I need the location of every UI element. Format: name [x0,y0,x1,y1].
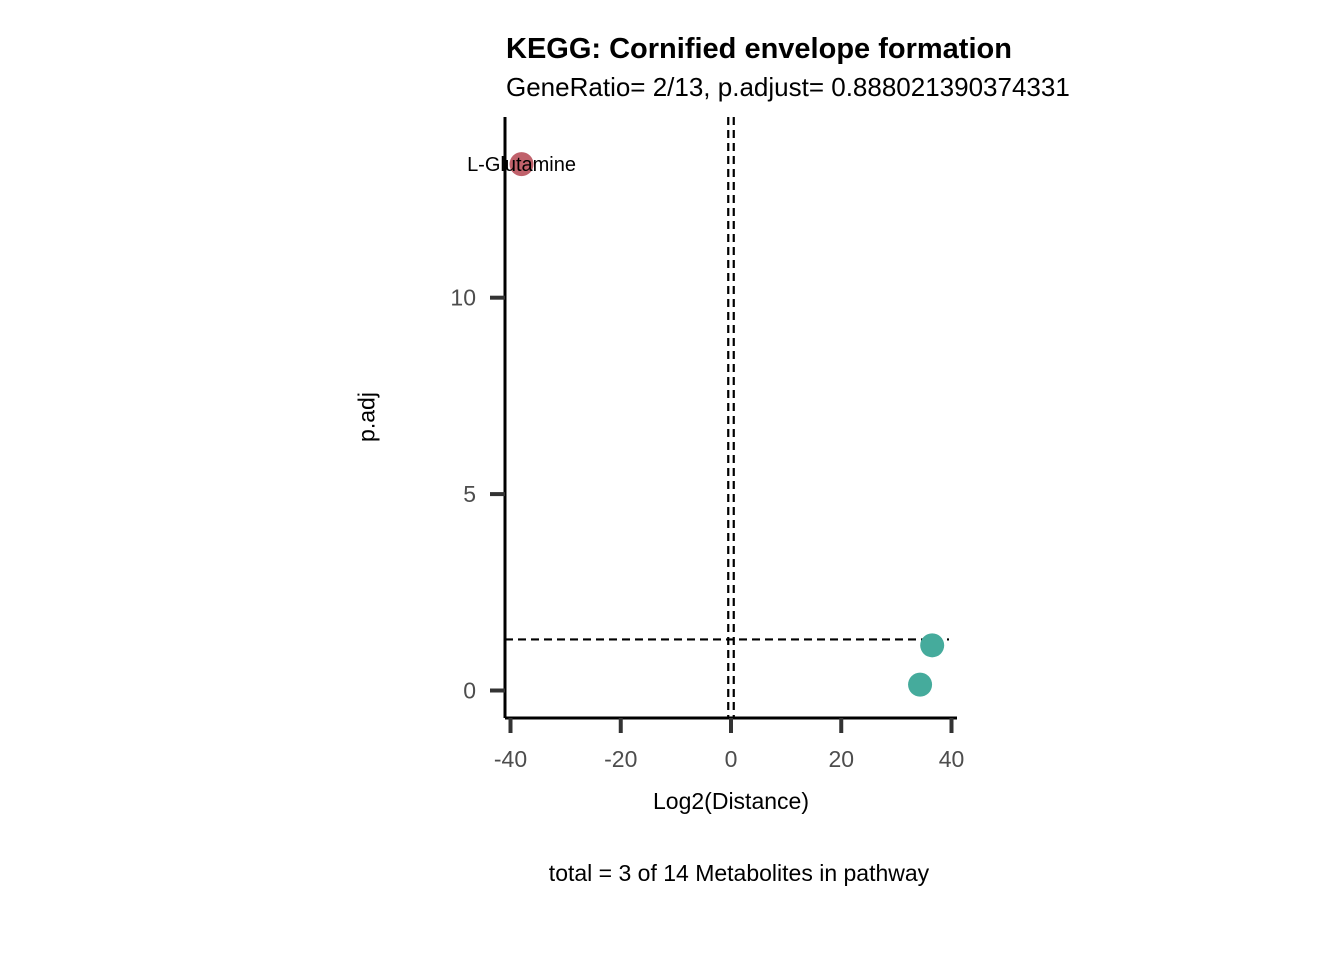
point-label-1: L-Glutamine [467,154,576,176]
y-tick-label: 5 [463,481,476,507]
chart-title: KEGG: Cornified envelope formation [506,33,1012,65]
data-point-2 [920,633,945,658]
x-tick-label: 20 [828,746,854,772]
data-point-3 [908,672,933,697]
chart-caption: total = 3 of 14 Metabolites in pathway [548,860,930,886]
data-point-1 [509,152,534,177]
x-axis-label: Log2(Distance) [653,788,809,814]
y-tick-label: 0 [463,678,476,704]
chart-subtitle: GeneRatio= 2/13, p.adjust= 0.88802139037… [506,72,1070,102]
x-tick-label: 0 [725,746,738,772]
x-tick-label: 40 [939,746,965,772]
x-tick-label: -40 [494,746,527,772]
x-tick-label: -20 [604,746,637,772]
y-tick-label: 10 [450,285,476,311]
y-axis-label: p.adj [353,392,380,442]
